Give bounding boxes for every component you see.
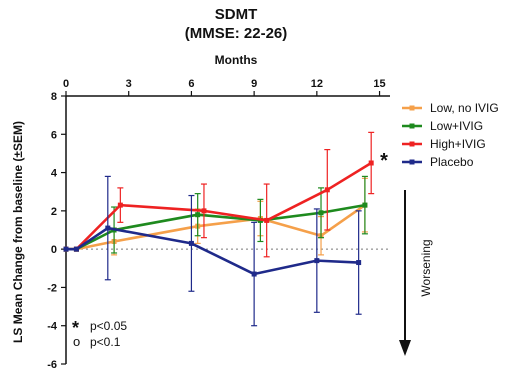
data-point xyxy=(368,160,374,166)
x-tick-label: 6 xyxy=(188,78,194,90)
y-tick-label: 2 xyxy=(51,206,57,218)
x-tick-label: 0 xyxy=(63,78,69,90)
legend-swatch-marker xyxy=(409,159,415,165)
legend-swatch-marker xyxy=(409,141,415,147)
data-point xyxy=(195,212,201,218)
legend-swatch-marker xyxy=(409,105,415,111)
legend-label: High+IVIG xyxy=(430,137,486,151)
series-group: * xyxy=(63,131,388,327)
y-tick-label: -4 xyxy=(47,321,58,333)
x-tick-label: 9 xyxy=(251,78,257,90)
x-tick-label: 15 xyxy=(373,78,385,90)
data-point xyxy=(201,208,207,214)
data-point xyxy=(63,246,69,252)
y-tick-label: 0 xyxy=(51,244,57,256)
worsening-arrow-head xyxy=(399,340,411,356)
significance-star: * xyxy=(380,150,388,172)
chart-title: SDMT xyxy=(215,6,258,23)
legend: Low, no IVIG Low+IVIG High+IVIG Placebo xyxy=(402,101,499,169)
x-axis-label: Months xyxy=(215,53,258,67)
legend-label: Placebo xyxy=(430,155,474,169)
data-point xyxy=(251,271,257,277)
legend-label: Low, no IVIG xyxy=(430,101,499,115)
y-tick-label: 6 xyxy=(51,129,57,141)
data-point xyxy=(117,202,123,208)
data-point xyxy=(264,217,270,223)
x-tick-label: 3 xyxy=(126,78,132,90)
legend-swatch-marker xyxy=(409,123,415,129)
y-tick-label: 8 xyxy=(51,91,57,103)
y-tick-label: -6 xyxy=(47,359,57,368)
data-point xyxy=(362,202,368,208)
data-point xyxy=(188,240,194,246)
note-circle-text: p<0.1 xyxy=(90,335,121,349)
y-tick-label: -2 xyxy=(47,282,57,294)
series-3 xyxy=(63,175,362,327)
data-point xyxy=(324,187,330,193)
data-point xyxy=(356,260,362,266)
data-point xyxy=(105,225,111,231)
note-star-symbol: * xyxy=(72,318,79,338)
legend-label: Low+IVIG xyxy=(430,119,483,133)
x-tick-label: 12 xyxy=(311,78,323,90)
y-tick-label: 4 xyxy=(51,168,58,180)
y-axis-label: LS Mean Change from baseline (±SEM) xyxy=(11,121,25,343)
chart-subtitle: (MMSE: 22-26) xyxy=(185,25,288,42)
data-point xyxy=(73,246,79,252)
data-point xyxy=(318,210,324,216)
series-2: * xyxy=(63,131,388,258)
series-line xyxy=(66,161,372,251)
worsening-label: Worsening xyxy=(419,239,433,296)
note-circle-symbol: o xyxy=(73,334,80,349)
data-point xyxy=(314,258,320,264)
note-star-text: p<0.05 xyxy=(90,319,127,333)
